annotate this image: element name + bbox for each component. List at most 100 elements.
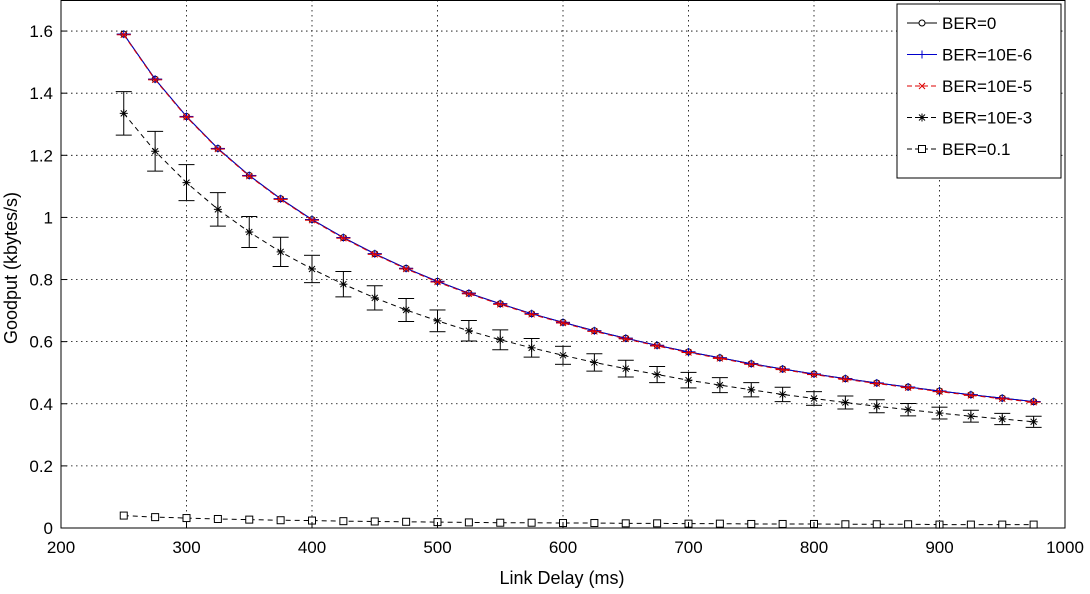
- data-point: [464, 518, 473, 527]
- square-marker: [245, 515, 254, 524]
- data-point: [245, 228, 254, 237]
- data-point: [151, 513, 160, 522]
- data-point: [276, 516, 285, 525]
- data-point: [214, 145, 222, 153]
- legend-marker: [918, 19, 926, 27]
- square-marker: [464, 518, 473, 527]
- data-point: [308, 264, 316, 273]
- x-stroke-b: [277, 196, 284, 203]
- star-d2: [214, 205, 222, 213]
- data-point: [402, 305, 411, 314]
- star-d2: [998, 415, 1006, 423]
- data-point: [998, 520, 1007, 529]
- star-d2: [779, 391, 786, 398]
- square-marker: [496, 518, 505, 527]
- data-point: [653, 370, 662, 379]
- data-point: [183, 113, 190, 121]
- square-marker: [119, 511, 128, 520]
- legend-entry: BER=10E-5: [907, 77, 1032, 96]
- data-point: [841, 398, 850, 407]
- x-tick-label: 800: [800, 538, 828, 557]
- square-marker: [1029, 520, 1038, 529]
- data-point: [496, 335, 505, 344]
- star-d2: [245, 228, 253, 236]
- star-d2: [151, 147, 159, 155]
- star-d2: [685, 376, 692, 384]
- x-stroke-b: [842, 375, 849, 383]
- data-point: [998, 414, 1007, 423]
- legend-label: BER=10E-5: [942, 77, 1032, 96]
- square-marker: [778, 519, 787, 528]
- data-point: [119, 109, 128, 118]
- y-tick-label: 0.2: [29, 457, 53, 476]
- data-point: [119, 511, 128, 520]
- legend-marker: [918, 113, 926, 122]
- data-point: [151, 147, 160, 156]
- data-point: [966, 412, 975, 421]
- data-point: [747, 360, 755, 368]
- square-marker: [621, 519, 630, 528]
- x-stroke-b: [465, 290, 473, 298]
- y-tick-label: 1.6: [29, 22, 53, 41]
- x-stroke-b: [918, 82, 926, 90]
- data-point: [936, 388, 943, 396]
- x-axis-label: Link Delay (ms): [499, 568, 624, 588]
- data-point: [402, 517, 411, 526]
- data-point: [1030, 398, 1037, 406]
- legend-marker: [918, 82, 926, 90]
- x-stroke-b: [998, 395, 1006, 403]
- data-point: [527, 518, 536, 527]
- star-d2: [873, 402, 881, 410]
- data-point: [685, 349, 692, 356]
- data-point: [998, 395, 1006, 403]
- plot-series: [115, 30, 1042, 529]
- x-stroke-b: [873, 380, 881, 387]
- legend-label: BER=0: [942, 14, 996, 33]
- data-point: [904, 384, 912, 391]
- plot-frame: [60, 0, 1066, 529]
- series-x: [116, 31, 1041, 406]
- data-point: [778, 519, 787, 528]
- legend-marker: [918, 50, 926, 59]
- star-d2: [904, 406, 912, 414]
- series-star: [115, 91, 1042, 428]
- x-stroke-b: [747, 360, 755, 368]
- data-point: [559, 351, 567, 360]
- data-point: [873, 380, 881, 387]
- star-d2: [591, 359, 598, 366]
- data-point: [308, 216, 316, 224]
- data-point: [340, 234, 347, 242]
- data-point: [496, 301, 504, 308]
- series-line: [123, 515, 1034, 526]
- data-point: [213, 514, 222, 523]
- data-point: [622, 335, 630, 343]
- data-point: [966, 520, 975, 529]
- square-marker: [966, 520, 975, 529]
- data-point: [465, 290, 473, 298]
- x-stroke-b: [528, 310, 535, 318]
- data-point: [370, 293, 379, 302]
- square-marker: [715, 519, 724, 528]
- data-point: [872, 520, 881, 529]
- x-stroke-b: [967, 392, 975, 399]
- star-d2: [842, 399, 849, 406]
- square-marker: [590, 519, 599, 528]
- square-marker: [904, 520, 913, 529]
- star-d2: [653, 371, 661, 378]
- x-stroke-b: [1030, 398, 1037, 406]
- x-stroke-b: [214, 145, 222, 153]
- square-marker: [213, 514, 222, 523]
- x-tick-label: 200: [47, 538, 75, 557]
- x-stroke-b: [653, 342, 661, 350]
- data-point: [778, 390, 787, 399]
- x-stroke-b: [183, 113, 190, 121]
- x-stroke-b: [716, 355, 724, 362]
- star-d2: [716, 381, 724, 389]
- star-d2: [967, 412, 975, 420]
- square-marker: [182, 514, 191, 523]
- star-d2: [183, 179, 190, 186]
- x-stroke-b: [120, 31, 128, 39]
- star-d2: [277, 248, 284, 256]
- star-d2: [340, 280, 347, 288]
